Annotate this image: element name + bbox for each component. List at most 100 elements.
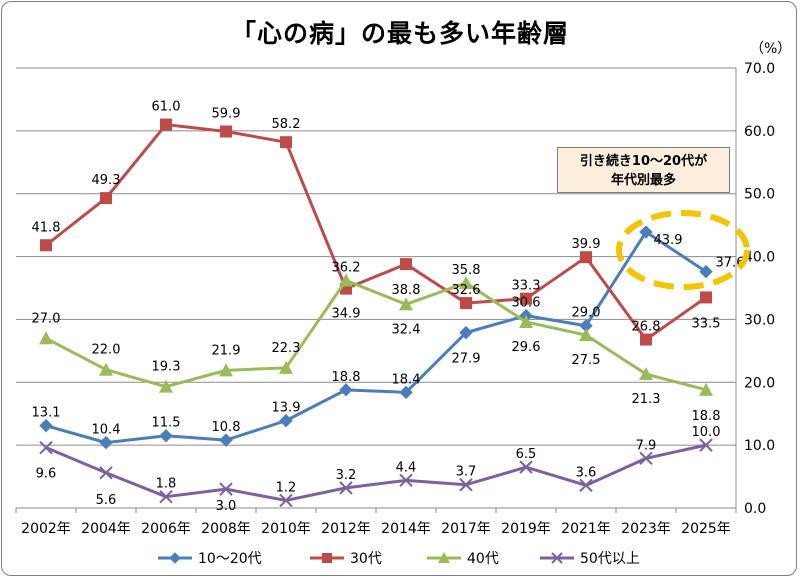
point-marker <box>520 292 532 305</box>
series-line <box>45 278 707 392</box>
point-marker <box>219 433 233 447</box>
data-label: 3.7 <box>456 465 477 480</box>
x-tick-label: 2006年 <box>141 521 191 537</box>
x-stroke <box>219 482 233 496</box>
data-label: 33.3 <box>512 279 541 294</box>
data-label: 43.9 <box>654 233 683 248</box>
data-label: 6.5 <box>516 447 537 462</box>
point-marker <box>400 258 412 271</box>
x-stroke <box>399 473 413 488</box>
y-tick-label: 70.0 <box>744 61 775 77</box>
series-line <box>45 443 707 502</box>
data-label: 32.6 <box>452 283 481 298</box>
point-marker <box>39 440 53 455</box>
legend-label: 50代以上 <box>580 551 640 567</box>
x-tick-label: 2025年 <box>681 521 731 537</box>
x-tick-label: 2023年 <box>621 521 671 537</box>
series-line <box>45 230 707 445</box>
data-label: 21.9 <box>212 343 241 358</box>
data-label: 35.8 <box>452 263 481 278</box>
data-label: 58.2 <box>272 117 301 132</box>
data-label: 33.5 <box>692 316 721 331</box>
chart-title: 「心の病」の最も多い年齢層 <box>230 19 569 48</box>
x-stroke <box>551 552 563 564</box>
y-tick-label: 10.0 <box>744 438 775 454</box>
point-marker <box>99 466 113 480</box>
data-labels: 13.1 10.4 11.5 10.8 13.9 18.8 18.4 27.9 30.6 29.0… <box>32 100 745 515</box>
data-label: 3.0 <box>216 499 237 514</box>
highlight-ellipse <box>616 210 750 290</box>
x-stroke <box>699 438 713 452</box>
point-marker <box>519 314 533 328</box>
annotation-callout: 引き続き10～20代が 年代別最多 <box>557 147 730 193</box>
point-marker <box>279 493 293 508</box>
data-label: 27.9 <box>452 352 481 367</box>
highlight-layer <box>616 210 750 290</box>
data-label: 59.9 <box>212 106 241 121</box>
point-marker <box>280 136 292 149</box>
point-marker <box>579 328 593 342</box>
x-stroke <box>279 493 293 508</box>
y-tick-label: 50.0 <box>744 187 775 203</box>
axes: 0.0 10.0 20.0 30.0 40.0 50.0 60.0 70.0 2002年 2004… <box>15 61 775 537</box>
point-marker <box>100 192 112 205</box>
point-marker <box>399 473 413 488</box>
point-marker <box>519 460 533 474</box>
x-tick-label: 2021年 <box>561 521 611 537</box>
x-stroke <box>519 460 533 474</box>
point-marker <box>99 362 113 376</box>
point-marker <box>39 331 53 345</box>
point-marker <box>219 363 233 377</box>
point-marker <box>40 239 52 252</box>
point-marker <box>639 367 653 381</box>
point-marker <box>279 360 293 374</box>
data-label: 41.8 <box>32 220 61 235</box>
data-label: 36.2 <box>332 260 361 275</box>
legend-item: 30代 <box>310 551 382 567</box>
annotation-line-1: 引き続き10～20代が <box>579 154 708 169</box>
x-stroke <box>339 481 353 495</box>
point-marker <box>169 552 181 564</box>
point-marker <box>551 552 563 564</box>
data-label: 7.9 <box>636 438 657 453</box>
point-marker <box>220 125 232 138</box>
point-marker <box>459 275 473 289</box>
y-tick-label: 30.0 <box>744 312 775 328</box>
point-marker <box>159 489 173 504</box>
data-label: 18.8 <box>692 409 721 424</box>
y-tick-label: 40.0 <box>744 250 775 266</box>
data-label: 37.6 <box>716 256 745 271</box>
y-axis-unit: （%） <box>750 41 792 57</box>
series-layer <box>39 118 713 508</box>
point-marker <box>159 429 173 443</box>
point-marker <box>639 451 653 466</box>
data-label: 29.6 <box>512 340 541 355</box>
data-label: 3.6 <box>576 465 597 480</box>
x-tick-label: 2010年 <box>261 521 311 537</box>
y-tick-label: 0.0 <box>744 501 766 517</box>
point-marker <box>159 379 173 393</box>
data-label: 30.6 <box>512 296 541 311</box>
legend-label: 40代 <box>467 551 499 567</box>
point-marker <box>700 291 712 304</box>
data-label: 22.0 <box>92 343 121 358</box>
point-marker <box>640 333 652 346</box>
data-label: 61.0 <box>152 100 181 115</box>
data-label: 13.9 <box>272 401 301 416</box>
x-tick-label: 2014年 <box>381 521 431 537</box>
point-marker <box>699 438 713 452</box>
point-marker <box>438 552 450 563</box>
x-stroke <box>579 478 593 493</box>
data-label: 21.3 <box>632 392 661 407</box>
x-stroke <box>159 489 173 504</box>
data-label: 1.8 <box>156 477 177 492</box>
point-marker <box>699 264 713 279</box>
data-label: 34.9 <box>332 307 361 322</box>
data-label: 5.6 <box>96 493 117 508</box>
point-marker <box>399 385 413 400</box>
x-stroke <box>39 440 53 455</box>
gridlines <box>16 67 736 446</box>
data-label: 27.5 <box>572 353 601 368</box>
x-stroke <box>639 451 653 466</box>
